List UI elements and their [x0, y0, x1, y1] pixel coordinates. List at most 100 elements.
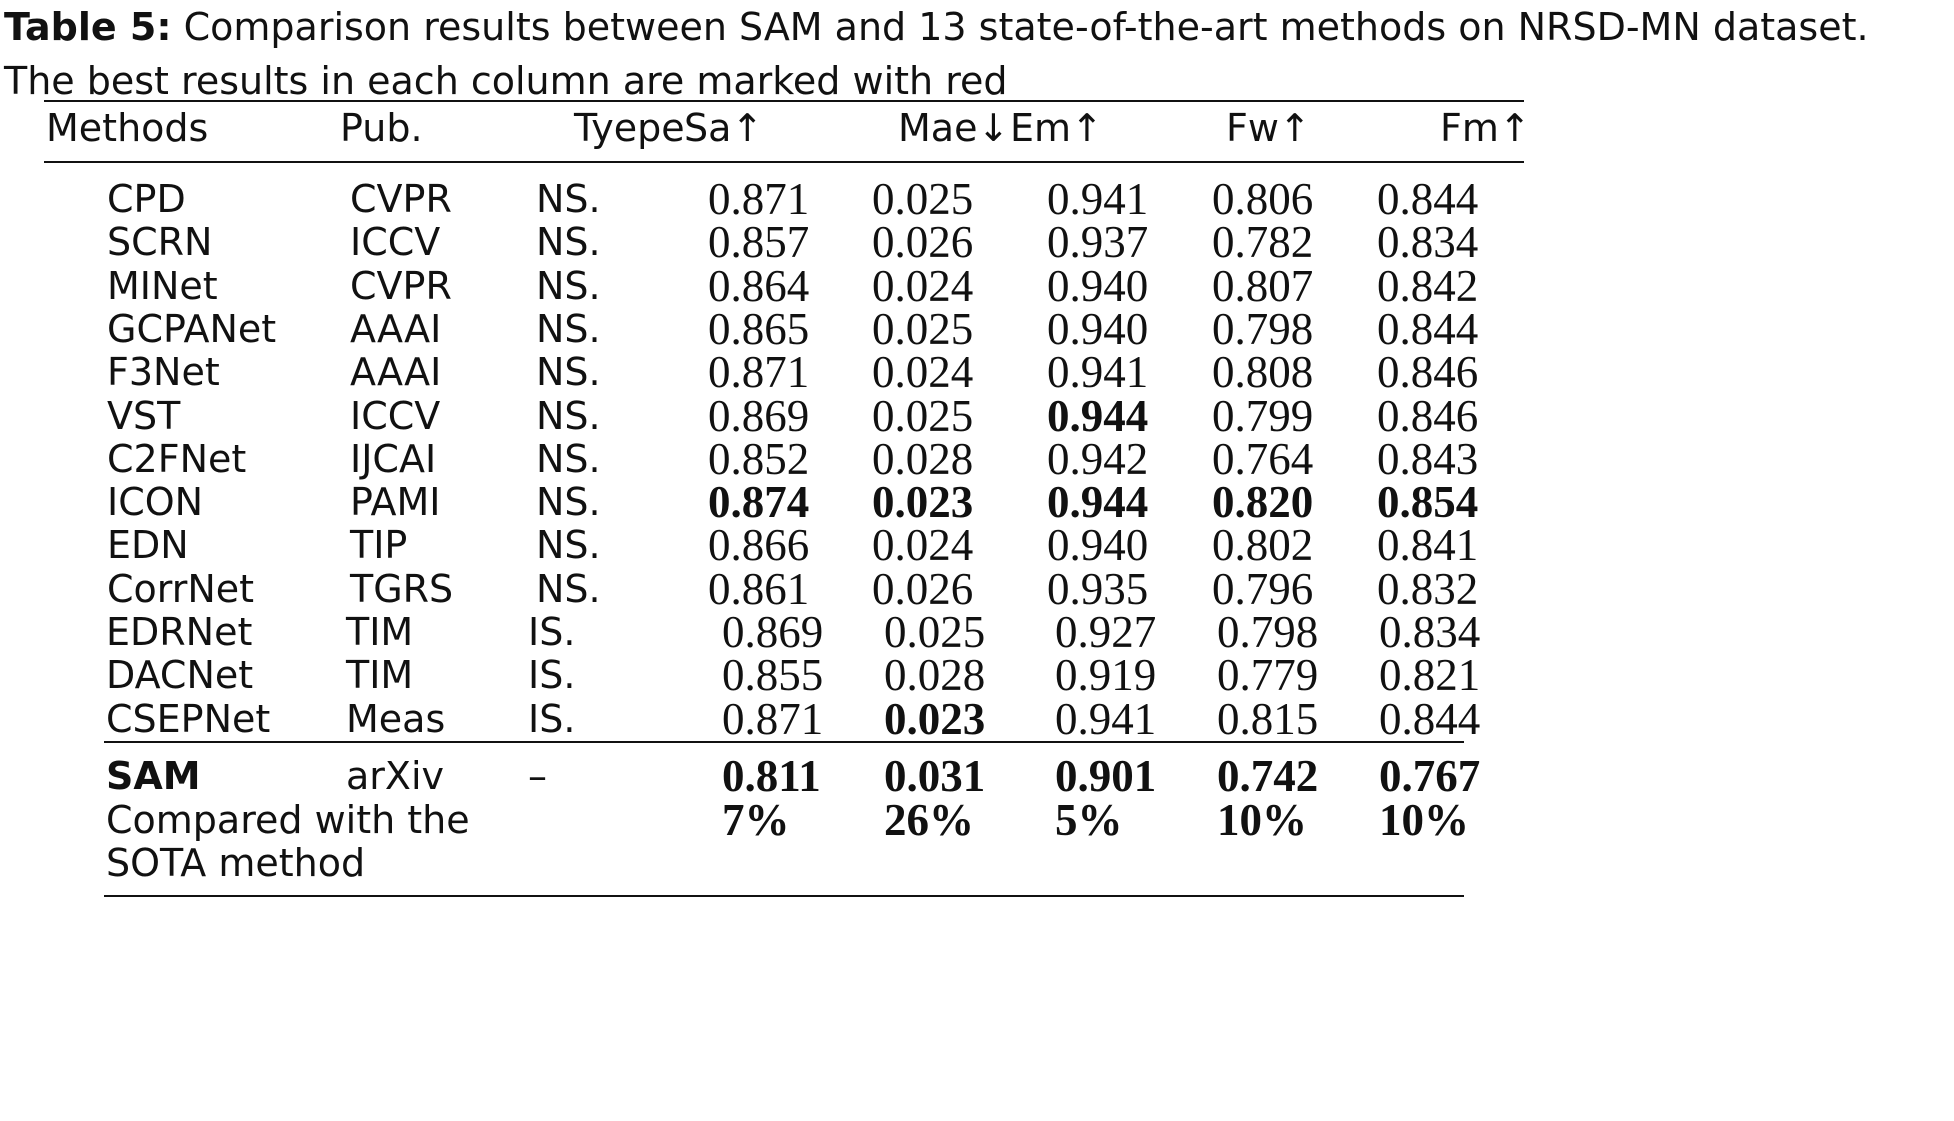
- cell-mae: 0.023: [884, 694, 986, 744]
- cell-method: CorrNet: [107, 567, 255, 611]
- cell-fw: 0.808: [1212, 347, 1314, 397]
- cell-type: NS.: [536, 523, 601, 567]
- cell-sa: 0.869: [708, 391, 810, 441]
- cell-mae: 0.028: [884, 650, 986, 700]
- sam-pub: arXiv: [346, 754, 444, 798]
- cell-pub: AAAI: [350, 350, 442, 394]
- cell-method: C2FNet: [107, 437, 247, 481]
- cell-fm: 0.843: [1377, 434, 1479, 484]
- top-rule: [44, 100, 1524, 102]
- cell-pub: PAMI: [350, 480, 441, 524]
- cell-pub: TIM: [346, 653, 414, 697]
- cell-fm: 0.834: [1377, 217, 1479, 267]
- cell-fm: 0.844: [1377, 174, 1479, 224]
- sam-rule: [104, 741, 1464, 743]
- cell-method: SCRN: [107, 220, 213, 264]
- cell-em: 0.919: [1055, 650, 1157, 700]
- cell-pub: CVPR: [350, 177, 452, 221]
- cell-fw: 0.798: [1217, 607, 1319, 657]
- col-fw: Fw↑: [1226, 106, 1311, 150]
- cell-mae: 0.025: [872, 174, 974, 224]
- cell-sa: 0.866: [708, 520, 810, 570]
- cell-fw: 0.782: [1212, 217, 1314, 267]
- compare-em: 5%: [1055, 795, 1123, 845]
- cell-mae: 0.026: [872, 217, 974, 267]
- cell-type: NS.: [536, 437, 601, 481]
- col-methods: Methods: [46, 106, 209, 150]
- cell-method: GCPANet: [107, 307, 277, 351]
- cell-sa: 0.855: [722, 650, 824, 700]
- col-pub: Pub.: [340, 106, 423, 150]
- cell-fw: 0.815: [1217, 694, 1319, 744]
- sam-fw: 0.742: [1217, 751, 1319, 801]
- cell-type: NS.: [536, 177, 601, 221]
- cell-em: 0.937: [1047, 217, 1149, 267]
- cell-method: VST: [107, 394, 181, 438]
- cell-mae: 0.024: [872, 347, 974, 397]
- sam-type: –: [528, 754, 547, 798]
- caption-line-2: The best results in each column are mark…: [4, 59, 1008, 103]
- cell-fm: 0.854: [1377, 477, 1479, 527]
- col-em: Em↑: [1010, 106, 1103, 150]
- sam-sa: 0.811: [722, 751, 821, 801]
- cell-fw: 0.798: [1212, 304, 1314, 354]
- cell-fw: 0.764: [1212, 434, 1314, 484]
- cell-sa: 0.871: [722, 694, 824, 744]
- cell-type: NS.: [536, 350, 601, 394]
- cell-sa: 0.865: [708, 304, 810, 354]
- cell-sa: 0.874: [708, 477, 810, 527]
- cell-fw: 0.796: [1212, 564, 1314, 614]
- cell-sa: 0.861: [708, 564, 810, 614]
- compare-label-line-2: SOTA method: [106, 841, 366, 885]
- cell-em: 0.935: [1047, 564, 1149, 614]
- cell-fw: 0.779: [1217, 650, 1319, 700]
- cell-fm: 0.842: [1377, 261, 1479, 311]
- caption-label: Table 5:: [4, 5, 172, 49]
- cell-em: 0.941: [1047, 347, 1149, 397]
- cell-method: CPD: [107, 177, 186, 221]
- sam-em: 0.901: [1055, 751, 1157, 801]
- cell-mae: 0.024: [872, 261, 974, 311]
- cell-fw: 0.820: [1212, 477, 1314, 527]
- sam-fm: 0.767: [1379, 751, 1481, 801]
- cell-type: NS.: [536, 394, 601, 438]
- cell-pub: AAAI: [350, 307, 442, 351]
- cell-pub: TIP: [350, 523, 408, 567]
- table-caption: Table 5: Comparison results between SAM …: [4, 0, 1950, 108]
- cell-type: IS.: [528, 697, 576, 741]
- cell-mae: 0.025: [872, 304, 974, 354]
- caption-line-1: Table 5: Comparison results between SAM …: [4, 0, 1950, 54]
- cell-fw: 0.807: [1212, 261, 1314, 311]
- cell-fm: 0.846: [1377, 347, 1479, 397]
- cell-pub: ICCV: [350, 220, 441, 264]
- cell-method: EDRNet: [106, 610, 253, 654]
- cell-mae: 0.025: [872, 391, 974, 441]
- cell-em: 0.944: [1047, 391, 1149, 441]
- cell-em: 0.940: [1047, 304, 1149, 354]
- compare-sa: 7%: [722, 795, 790, 845]
- caption-text: Comparison results between SAM and 13 st…: [171, 5, 1869, 49]
- cell-sa: 0.852: [708, 434, 810, 484]
- cell-pub: Meas: [346, 697, 446, 741]
- col-sa: Sa↑: [684, 106, 764, 150]
- cell-sa: 0.864: [708, 261, 810, 311]
- cell-fw: 0.799: [1212, 391, 1314, 441]
- cell-method: DACNet: [106, 653, 254, 697]
- cell-method: CSEPNet: [106, 697, 271, 741]
- cell-type: NS.: [536, 567, 601, 611]
- col-fm: Fm↑: [1440, 106, 1531, 150]
- cell-type: IS.: [528, 653, 576, 697]
- cell-method: ICON: [107, 480, 204, 524]
- cell-mae: 0.024: [872, 520, 974, 570]
- cell-em: 0.927: [1055, 607, 1157, 657]
- cell-sa: 0.871: [708, 174, 810, 224]
- cell-mae: 0.023: [872, 477, 974, 527]
- cell-pub: TGRS: [350, 567, 454, 611]
- cell-em: 0.944: [1047, 477, 1149, 527]
- cell-em: 0.941: [1055, 694, 1157, 744]
- cell-pub: IJCAI: [350, 437, 437, 481]
- cell-mae: 0.026: [872, 564, 974, 614]
- compare-mae: 26%: [884, 795, 974, 845]
- cell-fm: 0.844: [1379, 694, 1481, 744]
- cell-fw: 0.802: [1212, 520, 1314, 570]
